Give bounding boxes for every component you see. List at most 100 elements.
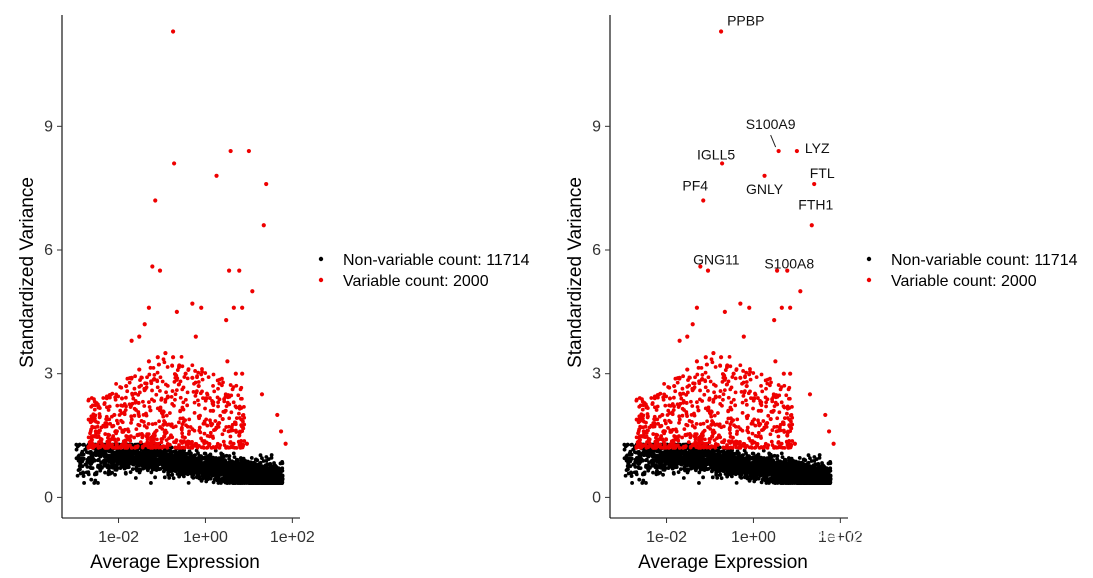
nonvariable-point [630, 481, 634, 485]
variable-point [241, 442, 246, 447]
variable-point [228, 440, 233, 444]
variable-point [150, 264, 155, 269]
variable-point [142, 322, 147, 327]
nonvariable-point [278, 474, 282, 479]
nonvariable-point [239, 474, 244, 479]
nonvariable-point [182, 471, 187, 476]
variable-point [116, 394, 121, 399]
variable-point [185, 403, 190, 408]
variable-point [192, 410, 197, 415]
nonvariable-point [181, 458, 186, 463]
nonvariable-point [99, 453, 104, 458]
variable-point [222, 399, 227, 404]
variable-point [148, 408, 153, 413]
nonvariable-point [264, 458, 269, 463]
nonvariable-point [263, 473, 268, 478]
nonvariable-point [204, 467, 209, 472]
nonvariable-point [191, 456, 195, 461]
variable-point [210, 401, 215, 406]
variable-point [196, 402, 201, 407]
variable-point [181, 400, 186, 405]
variable-point [224, 404, 229, 409]
nonvariable-point [249, 456, 254, 460]
variable-point [103, 445, 108, 450]
variable-point [106, 432, 111, 437]
nonvariable-point [237, 470, 241, 475]
nonvariable-point [797, 456, 802, 460]
variable-point [250, 289, 255, 294]
variable-point [149, 439, 154, 444]
variable-point [180, 431, 185, 436]
variable-point [146, 359, 152, 364]
variable-point [133, 400, 138, 405]
variable-point [180, 434, 185, 439]
variable-point [220, 376, 224, 381]
nonvariable-point [719, 476, 724, 481]
nonvariable-point [791, 458, 796, 463]
variable-point [213, 419, 218, 423]
variable-point [246, 148, 251, 154]
variable-point [283, 441, 288, 446]
variable-point [154, 437, 159, 442]
variable-point [215, 395, 220, 400]
nonvariable-point [108, 448, 113, 453]
variable-point [125, 436, 130, 441]
nonvariable-point [190, 461, 194, 466]
variable-point [104, 417, 109, 422]
variable-point [94, 434, 99, 439]
variable-point [221, 380, 225, 385]
variable-point [181, 407, 186, 412]
variable-point [193, 369, 198, 373]
variable-point [199, 372, 204, 377]
variable-point [129, 375, 134, 380]
variable-point [121, 443, 126, 447]
variable-point [239, 385, 244, 390]
variable-point [237, 433, 242, 438]
variable-point [118, 408, 123, 413]
nonvariable-point [160, 454, 165, 459]
nonvariable-point [110, 465, 115, 470]
nonvariable-point [225, 466, 230, 471]
x-tick-label: 1e+00 [731, 529, 776, 546]
variable-point [172, 161, 177, 166]
nonvariable-point [233, 474, 238, 479]
variable-point [209, 434, 213, 439]
variable-point [240, 305, 245, 310]
variable-point [215, 378, 220, 383]
variable-point [159, 398, 164, 402]
variable-point [107, 404, 112, 409]
variable-point [229, 393, 234, 398]
variable-point [127, 402, 132, 407]
nonvariable-point [177, 449, 182, 454]
variable-point [215, 422, 220, 427]
variable-point [115, 403, 120, 408]
variable-point [213, 445, 218, 450]
nonvariable-point [164, 448, 169, 453]
nonvariable-point [247, 460, 252, 465]
nonvariable-point [150, 457, 155, 461]
nonvariable-point [274, 473, 279, 478]
nonvariable-point [622, 447, 627, 452]
nonvariable-point [102, 449, 107, 454]
nonvariable-point [106, 454, 111, 458]
variable-point [89, 404, 94, 409]
variable-point [187, 417, 192, 422]
nonvariable-point [217, 472, 222, 477]
variable-point [190, 375, 195, 380]
x-axis-title: Average Expression [90, 552, 260, 573]
nonvariable-point [186, 463, 191, 468]
variable-point [239, 417, 244, 422]
nonvariable-point [780, 455, 785, 459]
nonvariable-point [74, 447, 79, 452]
nonvariable-point [232, 455, 237, 459]
variable-point [147, 400, 151, 405]
nonvariable-point [171, 476, 176, 481]
variable-point [173, 440, 178, 445]
variable-point [198, 430, 203, 435]
variable-point [145, 437, 150, 442]
legend-label-nonvariable: Non-variable count: 11714 [343, 252, 530, 269]
variable-point [123, 440, 128, 444]
variable-point [183, 397, 188, 402]
variable-point [91, 425, 95, 430]
variable-point [129, 421, 133, 425]
